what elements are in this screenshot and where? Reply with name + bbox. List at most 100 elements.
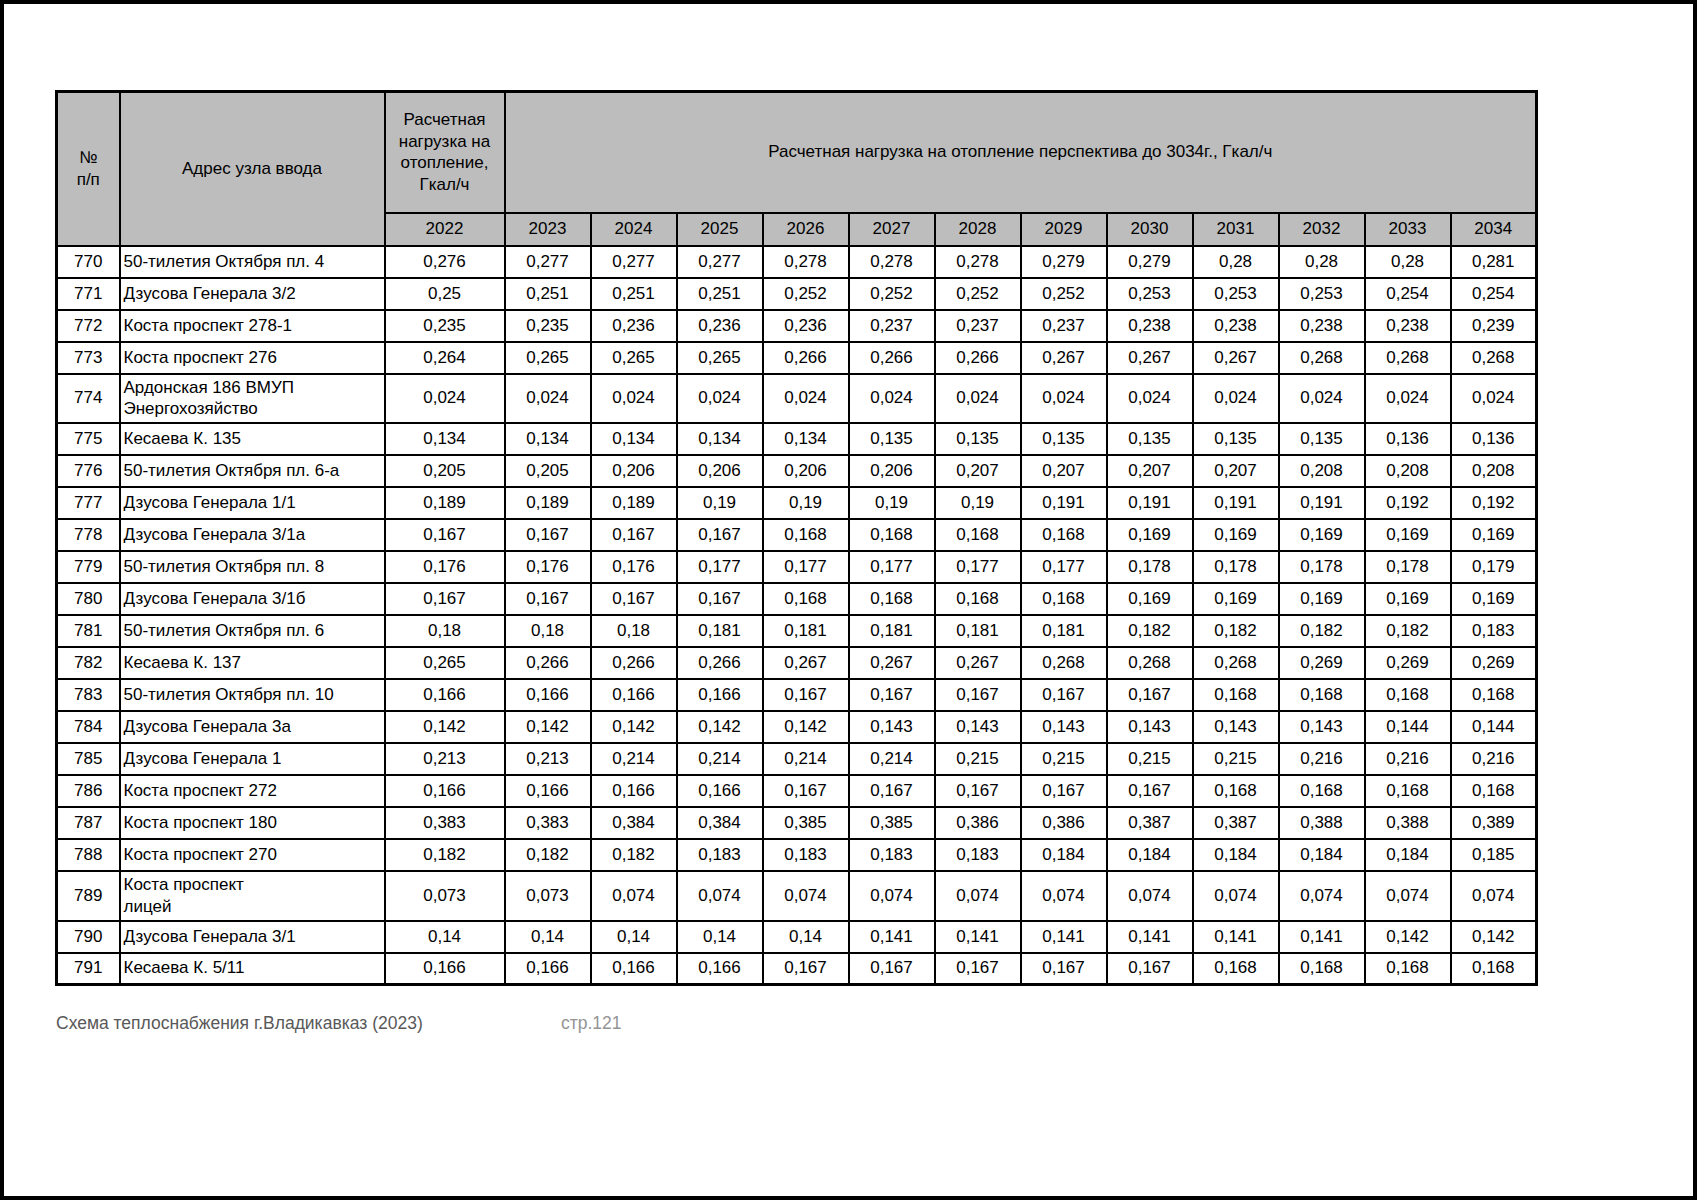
load-value: 0,182 [1365, 615, 1451, 647]
load-value: 0,205 [505, 455, 591, 487]
load-value: 0,236 [591, 310, 677, 342]
load-value: 0,169 [1193, 519, 1279, 551]
load-value: 0,074 [763, 871, 849, 921]
load-value: 0,167 [591, 583, 677, 615]
row-number: 778 [57, 519, 120, 551]
load-value: 0,267 [1193, 342, 1279, 374]
row-number: 779 [57, 551, 120, 583]
load-value: 0,182 [591, 839, 677, 871]
row-address: 50-тилетия Октября пл. 10 [120, 679, 385, 711]
table-row: 786Коста проспект 2720,1660,1660,1660,16… [57, 775, 1537, 807]
row-address: Дзусова Генерала 3/1а [120, 519, 385, 551]
load-value: 0,168 [1021, 583, 1107, 615]
load-value: 0,142 [677, 711, 763, 743]
load-value: 0,251 [591, 278, 677, 310]
col-header-number: № п/п [57, 92, 120, 246]
load-value: 0,189 [591, 487, 677, 519]
row-address: 50-тилетия Октября пл. 6-а [120, 455, 385, 487]
col-header-perspective: Расчетная нагрузка на отопление перспект… [505, 92, 1537, 213]
load-value: 0,177 [763, 551, 849, 583]
row-address: Дзусова Генерала 3а [120, 711, 385, 743]
load-value: 0,141 [1021, 921, 1107, 953]
load-value: 0,167 [763, 953, 849, 985]
row-address: Коста проспект лицей [120, 871, 385, 921]
load-value: 0,141 [1107, 921, 1193, 953]
row-number: 785 [57, 743, 120, 775]
load-value: 0,181 [849, 615, 935, 647]
load-value: 0,177 [849, 551, 935, 583]
load-value: 0,182 [1193, 615, 1279, 647]
row-address: Коста проспект 276 [120, 342, 385, 374]
load-value: 0,134 [385, 423, 505, 455]
table-row: 773Коста проспект 2760,2640,2650,2650,26… [57, 342, 1537, 374]
load-value: 0,167 [385, 583, 505, 615]
load-value: 0,178 [1193, 551, 1279, 583]
load-value: 0,177 [677, 551, 763, 583]
load-value: 0,237 [849, 310, 935, 342]
load-value: 0,167 [1107, 679, 1193, 711]
load-value: 0,185 [1451, 839, 1537, 871]
table-row: 771Дзусова Генерала 3/20,250,2510,2510,2… [57, 278, 1537, 310]
load-value: 0,135 [1021, 423, 1107, 455]
table-row: 782Кесаева К. 1370,2650,2660,2660,2660,2… [57, 647, 1537, 679]
load-value: 0,143 [849, 711, 935, 743]
load-value: 0,206 [763, 455, 849, 487]
row-number: 773 [57, 342, 120, 374]
load-value: 0,167 [677, 583, 763, 615]
table-row: 78350-тилетия Октября пл. 100,1660,1660,… [57, 679, 1537, 711]
load-value: 0,384 [591, 807, 677, 839]
row-number: 775 [57, 423, 120, 455]
load-value: 0,074 [1107, 871, 1193, 921]
load-value: 0,183 [849, 839, 935, 871]
load-value: 0,181 [677, 615, 763, 647]
year-header: 2022 [385, 213, 505, 246]
load-value: 0,167 [385, 519, 505, 551]
load-value: 0,169 [1365, 583, 1451, 615]
load-value: 0,167 [763, 775, 849, 807]
load-value: 0,169 [1107, 519, 1193, 551]
load-value: 0,141 [849, 921, 935, 953]
table-body: 77050-тилетия Октября пл. 40,2760,2770,2… [57, 246, 1537, 985]
load-value: 0,168 [1021, 519, 1107, 551]
load-value: 0,024 [935, 374, 1021, 424]
heat-load-table: № п/п Адрес узла ввода Расчетная нагрузк… [55, 90, 1538, 986]
load-value: 0,168 [849, 583, 935, 615]
col-header-load-2022: Расчетная нагрузка на отопление, Гкал/ч [385, 92, 505, 213]
load-value: 0,168 [1193, 775, 1279, 807]
load-value: 0,168 [1365, 679, 1451, 711]
load-value: 0,254 [1451, 278, 1537, 310]
table-row: 785Дзусова Генерала 10,2130,2130,2140,21… [57, 743, 1537, 775]
load-value: 0,168 [1279, 679, 1365, 711]
load-value: 0,281 [1451, 246, 1537, 278]
year-header: 2026 [763, 213, 849, 246]
load-value: 0,168 [1193, 679, 1279, 711]
load-value: 0,18 [505, 615, 591, 647]
load-value: 0,14 [505, 921, 591, 953]
load-value: 0,166 [677, 775, 763, 807]
row-address: 50-тилетия Октября пл. 8 [120, 551, 385, 583]
load-value: 0,168 [763, 583, 849, 615]
load-value: 0,168 [1451, 775, 1537, 807]
load-value: 0,279 [1021, 246, 1107, 278]
load-value: 0,251 [677, 278, 763, 310]
table-row: 777Дзусова Генерала 1/10,1890,1890,1890,… [57, 487, 1537, 519]
load-value: 0,141 [1193, 921, 1279, 953]
load-value: 0,181 [935, 615, 1021, 647]
row-address: Коста проспект 272 [120, 775, 385, 807]
load-value: 0,191 [1193, 487, 1279, 519]
load-value: 0,214 [763, 743, 849, 775]
table-row: 77050-тилетия Октября пл. 40,2760,2770,2… [57, 246, 1537, 278]
load-value: 0,386 [935, 807, 1021, 839]
load-value: 0,264 [385, 342, 505, 374]
load-value: 0,168 [1193, 953, 1279, 985]
load-value: 0,141 [1279, 921, 1365, 953]
load-value: 0,168 [935, 583, 1021, 615]
table-row: 790Дзусова Генерала 3/10,140,140,140,140… [57, 921, 1537, 953]
load-value: 0,166 [591, 953, 677, 985]
load-value: 0,269 [1279, 647, 1365, 679]
row-address: Дзусова Генерала 3/2 [120, 278, 385, 310]
table-row: 787Коста проспект 1800,3830,3830,3840,38… [57, 807, 1537, 839]
load-value: 0,386 [1021, 807, 1107, 839]
row-number: 789 [57, 871, 120, 921]
row-number: 776 [57, 455, 120, 487]
